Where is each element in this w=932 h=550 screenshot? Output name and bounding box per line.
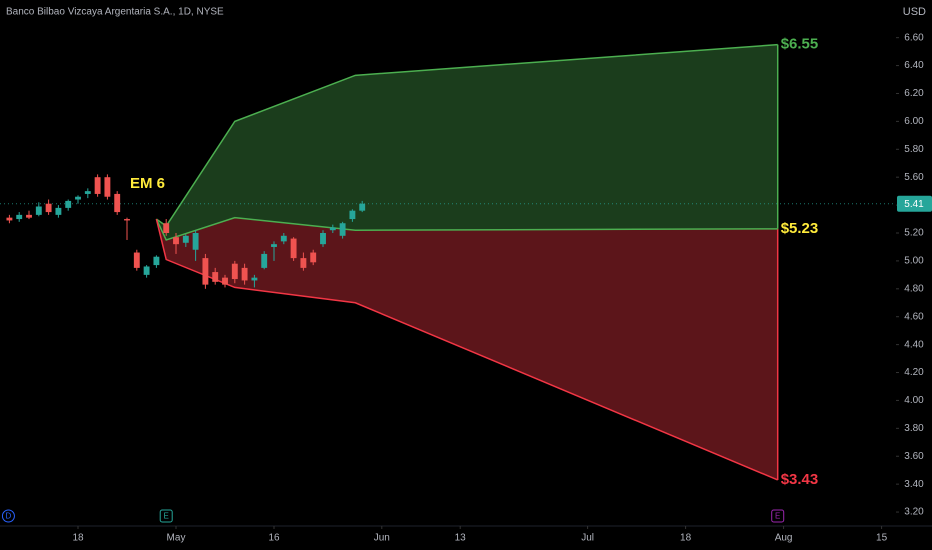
- y-tick-label: 5.60: [904, 172, 924, 183]
- chart-title: Banco Bilbao Vizcaya Argentaria S.A., 1D…: [6, 7, 224, 18]
- candle-body: [212, 272, 219, 282]
- x-tick-label: 16: [268, 533, 280, 544]
- candle-body: [45, 203, 52, 213]
- x-tick-label: Jun: [374, 533, 390, 544]
- y-tick-label: 5.20: [904, 228, 924, 239]
- candle-body: [329, 227, 336, 231]
- candle-body: [339, 223, 346, 236]
- x-tick-label: Aug: [775, 533, 793, 544]
- y-tick-label: 3.60: [904, 451, 924, 462]
- candle-body: [320, 233, 326, 245]
- event-label: E: [775, 512, 780, 521]
- last-price-tag: [897, 195, 932, 212]
- candle-body: [94, 177, 101, 194]
- candle-body: [310, 252, 317, 263]
- candle-body: [35, 206, 42, 215]
- x-tick-label: 13: [455, 533, 467, 544]
- upper-move-area: [156, 44, 778, 240]
- candle-body: [16, 214, 23, 220]
- em-label: EM 6: [130, 175, 165, 192]
- event-label: D: [6, 512, 12, 521]
- lower-end-label: $3.43: [781, 471, 819, 488]
- y-tick-label: 4.80: [904, 283, 924, 294]
- x-tick-label: Jul: [581, 533, 594, 544]
- candle-body: [202, 258, 209, 285]
- candle-body: [153, 256, 160, 266]
- candle-body: [65, 200, 72, 208]
- candle-body: [124, 219, 130, 221]
- candle-body: [26, 214, 32, 218]
- y-tick-label: 4.20: [904, 367, 924, 378]
- y-tick-label: 5.80: [904, 144, 924, 155]
- y-tick-label: 4.40: [904, 339, 924, 350]
- candle-body: [261, 253, 268, 268]
- y-tick-label: 6.20: [904, 88, 924, 99]
- upper-move-line: [155, 43, 778, 228]
- upper-end-label: $6.55: [781, 36, 819, 53]
- candle-body: [182, 235, 189, 243]
- candle-body: [290, 238, 297, 259]
- candle-body: [280, 235, 287, 242]
- y-tick-label: 6.00: [904, 116, 924, 127]
- candle-body: [349, 210, 356, 220]
- event-icon: [771, 509, 785, 523]
- mid-move-line: [155, 216, 778, 241]
- y-tick-label: 3.40: [904, 479, 924, 490]
- candle-body: [84, 191, 91, 194]
- candle-body: [241, 267, 248, 281]
- candle-body: [55, 207, 62, 215]
- y-tick-label: 4.00: [904, 395, 924, 406]
- candle-body: [143, 266, 150, 275]
- x-tick-label: 18: [680, 533, 692, 544]
- x-tick-label: May: [167, 533, 186, 544]
- candle-body: [251, 277, 258, 281]
- candle-body: [133, 252, 140, 268]
- y-tick-label: 6.40: [904, 60, 924, 71]
- candle-body: [173, 237, 179, 245]
- last-price-label: 5.41: [904, 199, 924, 210]
- candle-body: [271, 244, 277, 247]
- candle-body: [163, 223, 170, 234]
- currency-label: USD: [903, 6, 926, 18]
- candle-body: [6, 217, 13, 221]
- candle-body: [300, 258, 307, 268]
- event-label: E: [164, 512, 169, 521]
- candle-body: [231, 263, 238, 280]
- candle-body: [104, 177, 111, 197]
- y-tick-label: 3.20: [904, 507, 924, 518]
- candle-body: [192, 233, 199, 250]
- y-tick-label: 5.00: [904, 256, 924, 267]
- event-icon: [159, 509, 173, 523]
- x-tick-label: 15: [876, 533, 888, 544]
- x-tick-label: 18: [72, 533, 84, 544]
- event-icon: [1, 509, 15, 523]
- y-tick-label: 6.60: [904, 32, 924, 43]
- candle-body: [359, 203, 366, 211]
- y-tick-label: 3.80: [904, 423, 924, 434]
- lower-move-line: [155, 218, 779, 481]
- candle-body: [114, 193, 121, 213]
- mid-end-label: $5.23: [781, 220, 819, 237]
- candle-body: [222, 277, 228, 285]
- y-tick-label: 4.60: [904, 311, 924, 322]
- candle-body: [75, 196, 81, 200]
